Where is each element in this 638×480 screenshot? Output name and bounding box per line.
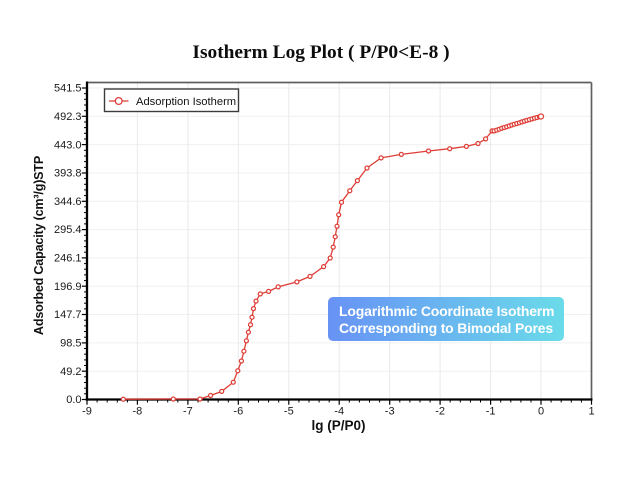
svg-text:lg (P/P0): lg (P/P0) <box>311 418 365 433</box>
svg-text:541.5: 541.5 <box>54 83 82 95</box>
svg-text:49.2: 49.2 <box>60 366 81 378</box>
svg-text:393.8: 393.8 <box>54 168 82 180</box>
svg-text:147.7: 147.7 <box>54 309 82 321</box>
svg-text:-1: -1 <box>486 406 496 418</box>
svg-text:-7: -7 <box>183 406 193 418</box>
svg-text:344.6: 344.6 <box>54 196 82 208</box>
svg-text:295.4: 295.4 <box>54 224 82 236</box>
svg-text:-4: -4 <box>334 406 344 418</box>
svg-text:Adsorbed Capacity (cm³/g)STP: Adsorbed Capacity (cm³/g)STP <box>32 156 46 335</box>
svg-text:1: 1 <box>588 406 594 418</box>
svg-text:196.9: 196.9 <box>54 281 82 293</box>
svg-text:-2: -2 <box>435 406 445 418</box>
svg-text:-3: -3 <box>385 406 395 418</box>
svg-text:-5: -5 <box>284 406 294 418</box>
svg-text:-8: -8 <box>133 406 143 418</box>
svg-text:98.5: 98.5 <box>60 338 81 350</box>
svg-text:492.3: 492.3 <box>54 111 82 123</box>
svg-text:-6: -6 <box>233 406 243 418</box>
svg-text:443.0: 443.0 <box>54 139 82 151</box>
svg-text:0.0: 0.0 <box>66 394 81 406</box>
svg-text:246.1: 246.1 <box>54 253 82 265</box>
svg-text:-9: -9 <box>82 406 92 418</box>
svg-text:Adsorption Isotherm: Adsorption Isotherm <box>136 96 236 108</box>
svg-text:0: 0 <box>538 406 544 418</box>
